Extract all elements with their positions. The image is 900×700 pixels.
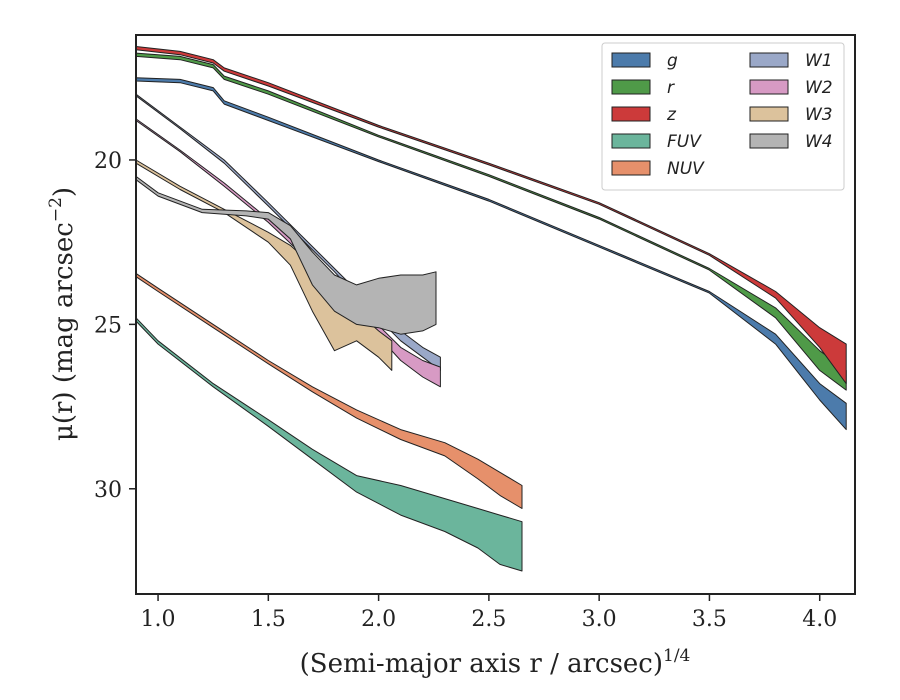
legend-swatch-w2 — [749, 79, 789, 95]
band-area-nuv — [135, 272, 523, 509]
legend-swatch-g — [611, 52, 651, 68]
legend-label-w1: W1 — [805, 51, 833, 71]
x-axis-label: (Semi-major axis r / arcsec)1/4 — [300, 646, 691, 679]
legend: grz FUV NUV W1 W2 W3 W4 — [601, 42, 845, 191]
legend-label-g: g — [667, 51, 678, 71]
band-area-g — [135, 77, 847, 431]
y-tick-label: 25 — [94, 313, 122, 338]
band-area-z — [135, 46, 847, 385]
plot-frame — [135, 34, 856, 595]
legend-label-w2: W2 — [805, 78, 833, 98]
x-tick-label: 2.5 — [471, 607, 506, 632]
legend-label-z: z — [666, 105, 677, 125]
legend-label-r: r — [667, 78, 675, 98]
legend-swatch-r — [611, 79, 651, 95]
legend-swatch-nuv — [611, 160, 651, 176]
y-axis-label-exponent: −2 — [46, 197, 66, 222]
band-area-w4 — [135, 175, 437, 335]
y-tick-label: 20 — [94, 149, 122, 174]
band-area-fuv — [135, 317, 523, 572]
x-tick-label: 3.0 — [582, 607, 617, 632]
x-tick-label: 1.5 — [251, 607, 286, 632]
y-axis-label: μ(r) (mag arcsec−2) — [46, 187, 79, 441]
y-tick-label: 30 — [94, 478, 122, 503]
band-area-r — [135, 52, 847, 391]
x-tick-label: 2.0 — [361, 607, 396, 632]
legend-label-w4: W4 — [805, 132, 833, 152]
y-axis-ticks: 20 25 30 — [94, 149, 136, 503]
legend-swatch-w3 — [749, 106, 789, 122]
legend-swatch-w1 — [749, 52, 789, 68]
x-axis-ticks: 1.0 1.5 2.0 2.5 3.0 3.5 4.0 — [141, 594, 837, 632]
band-areas — [135, 46, 847, 572]
legend-label-w3: W3 — [805, 105, 833, 125]
legend-label-fuv: FUV — [667, 132, 702, 152]
legend-swatch-z — [611, 106, 651, 122]
band-area-w3 — [135, 159, 393, 371]
legend-swatch-w4 — [749, 133, 789, 149]
x-axis-label-exponent: 1/4 — [663, 646, 690, 666]
legend-swatch-fuv — [611, 133, 651, 149]
x-tick-label: 1.0 — [141, 607, 176, 632]
x-tick-label: 3.5 — [692, 607, 727, 632]
legend-label-nuv: NUV — [667, 159, 705, 179]
x-tick-label: 4.0 — [802, 607, 837, 632]
